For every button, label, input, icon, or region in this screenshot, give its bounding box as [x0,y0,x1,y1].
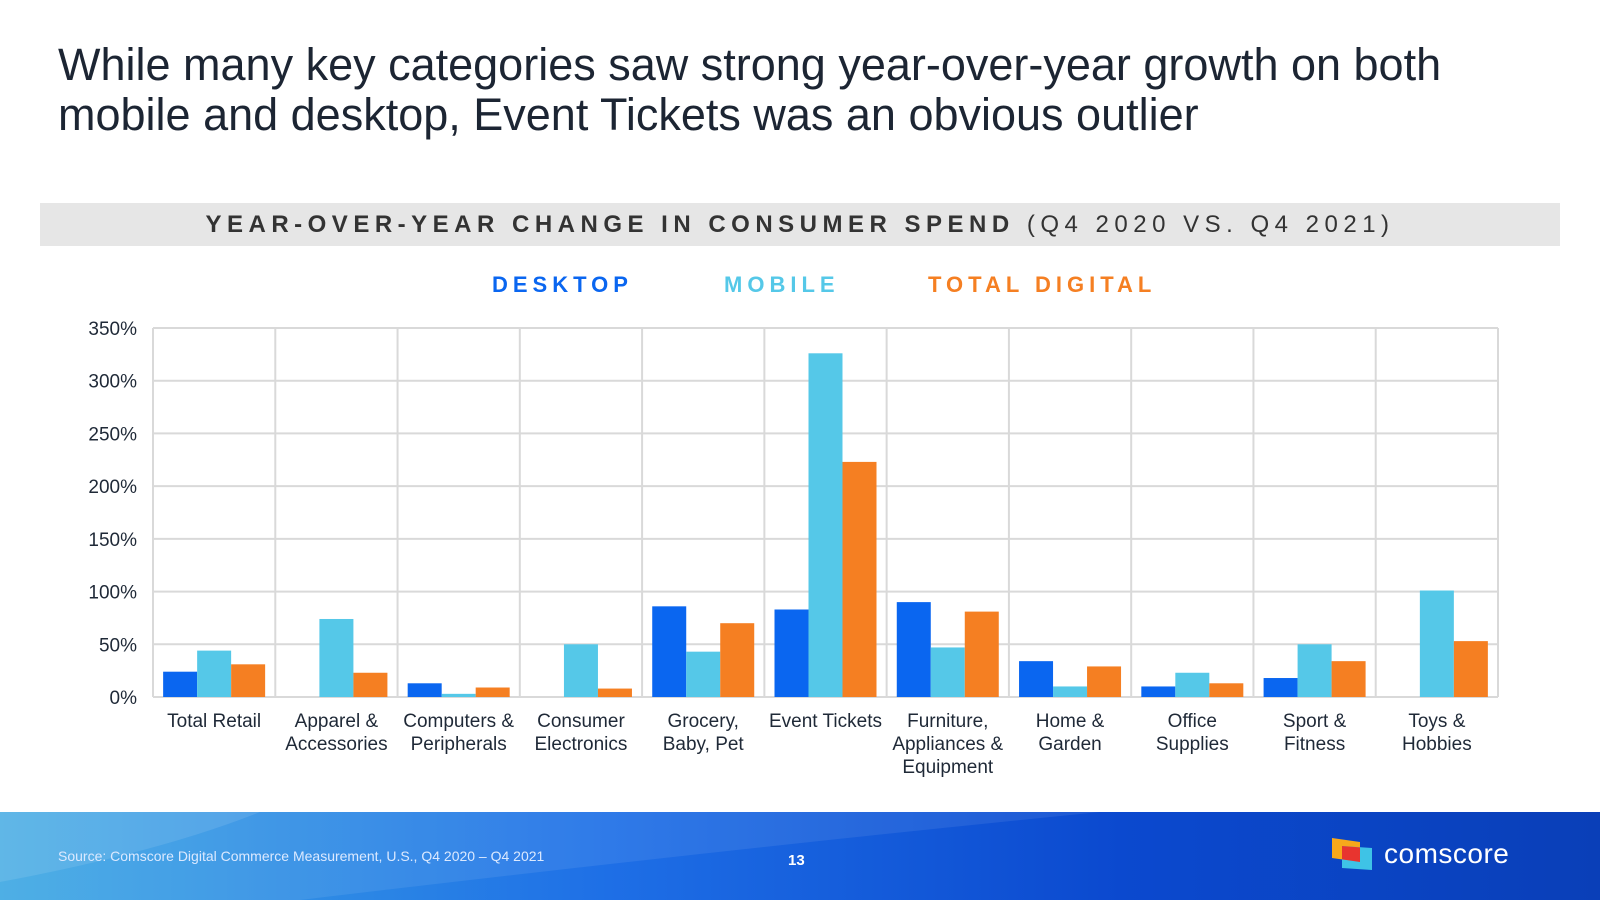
footer-bar: Source: Comscore Digital Commerce Measur… [0,812,1600,900]
bar-mobile [319,618,354,697]
bar-mobile [1053,686,1088,697]
x-category-label-line: Electronics [534,734,627,755]
page-number: 13 [788,852,805,869]
comscore-logo-icon [1332,838,1372,870]
bar-total-digital [1453,641,1488,697]
bar-desktop [652,606,687,697]
chart-legend: DESKTOP MOBILE TOTAL DIGITAL [0,272,1600,302]
bar-mobile [1419,590,1454,697]
bar-mobile [930,647,965,697]
y-tick-label: 350% [88,319,137,340]
bar-total-digital [353,672,388,697]
bar-total-digital [475,687,510,697]
footer-swoosh-decoration [0,812,1100,900]
bar-desktop [1019,661,1054,697]
x-category-label: Office Supplies [1156,711,1229,755]
x-category-label-line: Garden [1038,734,1101,755]
legend-desktop: DESKTOP [492,272,633,297]
bar-desktop [1263,678,1298,697]
slide-title: While many key categories saw strong yea… [58,39,1442,140]
y-tick-label: 250% [88,424,137,445]
x-category-label-line: Consumer [537,711,625,732]
x-category-label-line: Appliances & [892,734,1003,755]
bar-desktop [1141,686,1176,697]
bar-desktop [163,671,198,697]
chart-title-light: (Q4 2020 VS. Q4 2021) [1026,211,1395,238]
bar-desktop [774,609,809,697]
x-category-label-line: Peripherals [411,734,507,755]
bar-mobile [808,353,843,697]
bar-total-digital [1087,666,1122,697]
bar-desktop [407,683,442,697]
x-category-label-line: Fitness [1284,734,1345,755]
y-tick-label: 0% [110,688,138,709]
bar-mobile [1175,672,1210,697]
y-tick-label: 100% [88,583,137,604]
y-tick-label: 300% [88,372,137,393]
x-category-label: Grocery, Baby, Pet [663,711,745,755]
x-category-label: Consumer Electronics [534,711,627,755]
bar-mobile [563,644,598,697]
x-category-label: Total Retail [167,711,261,732]
x-category-label-line: Total Retail [167,711,261,732]
x-category-label-line: Furniture, [907,711,988,732]
x-category-label-line: Home & [1036,711,1105,732]
x-category-label: Apparel & Accessories [285,711,387,755]
x-category-label: Toys & Hobbies [1402,711,1472,755]
bar-total-digital [964,611,999,697]
comscore-logo-text: comscore [1384,838,1510,869]
bar-total-digital [231,664,266,697]
bar-total-digital [1209,683,1244,697]
bar-chart: 0% 50% 100% 150% 200% 250% 300% 350% Total Retai… [88,319,1499,778]
comscore-logo: comscore [1330,836,1570,876]
x-category-label-line: Sport & [1283,711,1347,732]
x-category-label: Sport & Fitness [1283,711,1347,755]
bar-total-digital [842,461,877,697]
x-category-label-line: Accessories [285,734,387,755]
y-tick-label: 200% [88,477,137,498]
legend-total-digital: TOTAL DIGITAL [928,272,1157,297]
bar-mobile [1297,644,1332,697]
x-category-label-line: Office [1168,711,1217,732]
y-tick-label: 150% [88,530,137,551]
x-category-label: Computers & Peripherals [403,711,514,755]
x-category-label-line: Toys & [1408,711,1465,732]
x-category-label: Home & Garden [1036,711,1105,755]
x-category-label: Furniture, Appliances & Equipment [892,711,1003,778]
x-category-label-line: Event Tickets [769,711,882,732]
x-category-label-line: Hobbies [1402,734,1472,755]
bar-mobile [686,651,721,697]
x-category-label-line: Equipment [902,757,994,778]
bar-mobile [441,693,476,697]
bar-total-digital [1331,661,1366,697]
x-category-label-line: Baby, Pet [663,734,745,755]
chart-title-bold: YEAR-OVER-YEAR CHANGE IN CONSUMER SPEND [205,211,1015,238]
x-category-label-line: Grocery, [668,711,739,732]
x-category-label-line: Computers & [403,711,514,732]
x-category-label-line: Supplies [1156,734,1229,755]
bar-desktop [896,602,931,697]
x-category-label: Event Tickets [769,711,882,732]
y-tick-label: 50% [99,635,137,656]
bar-total-digital [720,623,755,697]
legend-mobile: MOBILE [724,272,840,297]
bar-mobile [197,650,232,697]
bar-total-digital [597,688,632,697]
x-category-label-line: Apparel & [295,711,379,732]
source-note: Source: Comscore Digital Commerce Measur… [58,848,545,864]
chart-title-banner: YEAR-OVER-YEAR CHANGE IN CONSUMER SPEND … [40,203,1560,246]
